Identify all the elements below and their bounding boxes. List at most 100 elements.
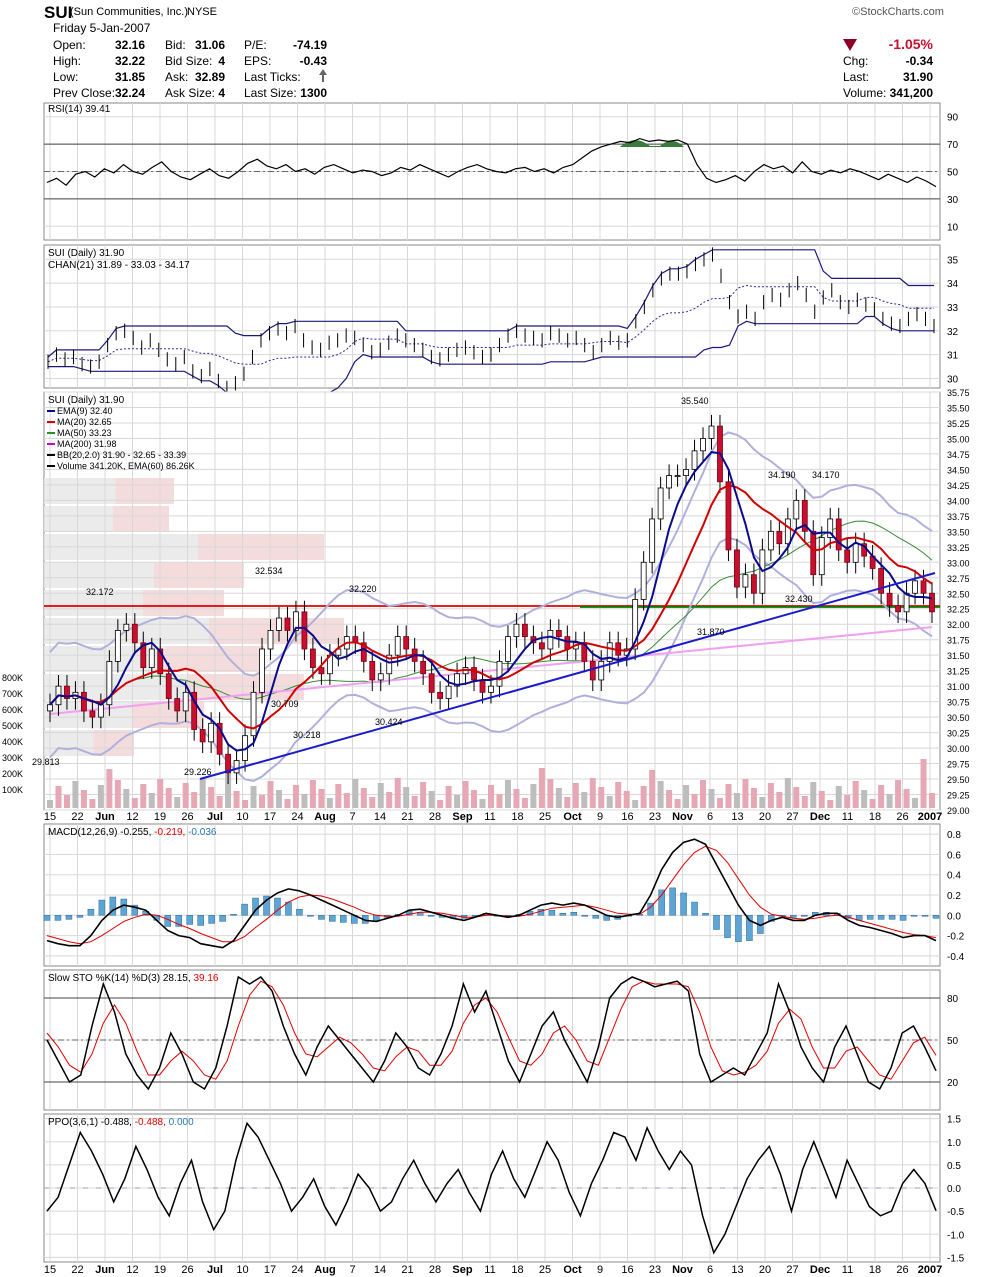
volume-bar xyxy=(275,790,282,808)
volume-bar xyxy=(615,782,622,808)
volume-bar xyxy=(420,782,427,808)
volume-bar xyxy=(818,791,825,808)
ma20-line xyxy=(49,484,933,730)
company-name: (Sun Communities, Inc.) xyxy=(70,6,188,18)
candle-body xyxy=(640,561,647,600)
candle-body xyxy=(420,660,427,675)
x-axis-label: 7 xyxy=(349,1264,355,1276)
sto-title: Slow STO %K(14) %D(3) 28.15, 39.16 xyxy=(48,973,219,984)
stockcharts-logo[interactable]: ©StockCharts.com xyxy=(852,6,944,18)
volume-bar xyxy=(140,784,147,808)
candle-body xyxy=(827,518,834,538)
volume-bar xyxy=(538,768,545,808)
volume-bar xyxy=(326,798,333,808)
y-tick-label: 0.0 xyxy=(947,911,961,922)
macd-histogram-bar xyxy=(219,915,226,922)
candle-body xyxy=(123,623,130,631)
x-axis-label: 20 xyxy=(759,1264,771,1276)
pe-value: -74.19 xyxy=(292,38,327,52)
y-tick-label: -0.2 xyxy=(947,932,965,943)
open-value: 32.16 xyxy=(114,38,145,52)
y-tick-label: 35.00 xyxy=(947,434,970,444)
symbol: SUI xyxy=(44,3,73,22)
last-size-label: Last Size: xyxy=(244,86,297,100)
volume-bar xyxy=(318,789,325,808)
candle-body xyxy=(522,623,528,638)
candle-body xyxy=(471,667,477,681)
x-axis-label: 28 xyxy=(429,811,441,823)
candle-body xyxy=(649,518,656,563)
price-annotation: 30.218 xyxy=(293,730,321,740)
candle-body xyxy=(403,636,410,650)
bid-size-label: Bid Size: xyxy=(165,54,213,68)
macd-histogram-bar xyxy=(263,895,270,916)
macd-histogram-bar xyxy=(120,898,128,916)
candle-body xyxy=(394,636,401,656)
candle-body xyxy=(165,673,172,699)
x-axis-label: 18 xyxy=(869,811,881,823)
x-axis-label: 9 xyxy=(597,1264,603,1276)
sto-k-line xyxy=(46,975,937,1091)
volume-bar xyxy=(844,795,851,808)
volume-bar xyxy=(301,794,308,808)
volume-bar xyxy=(725,784,732,808)
volume-bar xyxy=(250,786,257,808)
volume-by-price-down-bar xyxy=(115,478,174,504)
main-price-panel: 35.75 35.50 35.25 35.00 34.75 34.50 34.25 34.00… xyxy=(2,388,970,816)
volume-bar xyxy=(572,783,579,808)
volume-bar xyxy=(267,781,274,808)
candle-body xyxy=(801,499,808,532)
x-axis-label: 20 xyxy=(759,811,771,823)
volume-bar xyxy=(445,786,452,808)
volume-bar xyxy=(216,796,223,808)
volume-bar xyxy=(394,778,401,808)
volume-bar xyxy=(97,785,104,808)
candle-body xyxy=(114,630,121,662)
volume-tick-label: 100K xyxy=(2,785,23,795)
x-axis-label: 22 xyxy=(71,1264,83,1276)
candle-body xyxy=(89,710,96,718)
price-annotation: 34.190 xyxy=(768,470,796,480)
macd-histogram-bar xyxy=(735,915,742,942)
chg-value: -0.34 xyxy=(905,54,933,68)
volume-bar xyxy=(598,787,605,808)
price-annotation: 35.540 xyxy=(681,396,709,406)
x-axis-label: 11 xyxy=(484,811,495,823)
candle-body xyxy=(920,580,927,594)
volume-bar xyxy=(581,792,588,808)
y-tick-label: 80 xyxy=(947,994,959,1005)
candle-body xyxy=(293,611,299,631)
macd-histogram-bar xyxy=(131,904,139,916)
candle-body xyxy=(598,660,605,681)
candle-body xyxy=(377,673,384,681)
volume-bar xyxy=(403,787,410,808)
y-tick-label: 29.50 xyxy=(947,775,970,785)
stochastic-panel: 80 50 20 Slow STO %K(14) %D(3) 28.15, 39.16 xyxy=(43,969,959,1111)
volume-bar xyxy=(708,789,715,808)
price-annotation: 32.220 xyxy=(349,584,377,594)
y-tick-label: 32.00 xyxy=(947,620,970,630)
candle-body xyxy=(386,654,393,675)
macd-histogram-bar xyxy=(241,903,248,916)
x-axis-label: Nov xyxy=(672,811,694,823)
y-tick-label: 33 xyxy=(947,303,959,314)
y-tick-label: 33.50 xyxy=(947,527,970,537)
candle-body xyxy=(929,592,935,613)
candle-body xyxy=(64,685,70,699)
volume-bar xyxy=(929,793,935,808)
volume-bar xyxy=(827,800,834,808)
candle-body xyxy=(496,660,503,687)
bollinger-upper xyxy=(49,431,933,677)
ppo-title-a: -0.488, xyxy=(135,1117,169,1128)
candle-body xyxy=(835,518,842,551)
sto-title-d: 39.16 xyxy=(193,973,218,984)
y-tick-label: 29.00 xyxy=(947,806,970,816)
volume-bar xyxy=(335,784,342,808)
candle-body xyxy=(310,648,316,668)
x-axis-label: 28 xyxy=(429,1264,441,1276)
y-tick-label: 29.75 xyxy=(947,760,970,770)
x-axis-label: 6 xyxy=(707,1264,713,1276)
high-label: High: xyxy=(53,54,82,68)
high-value: 32.22 xyxy=(114,54,145,68)
volume-bar xyxy=(157,779,164,808)
